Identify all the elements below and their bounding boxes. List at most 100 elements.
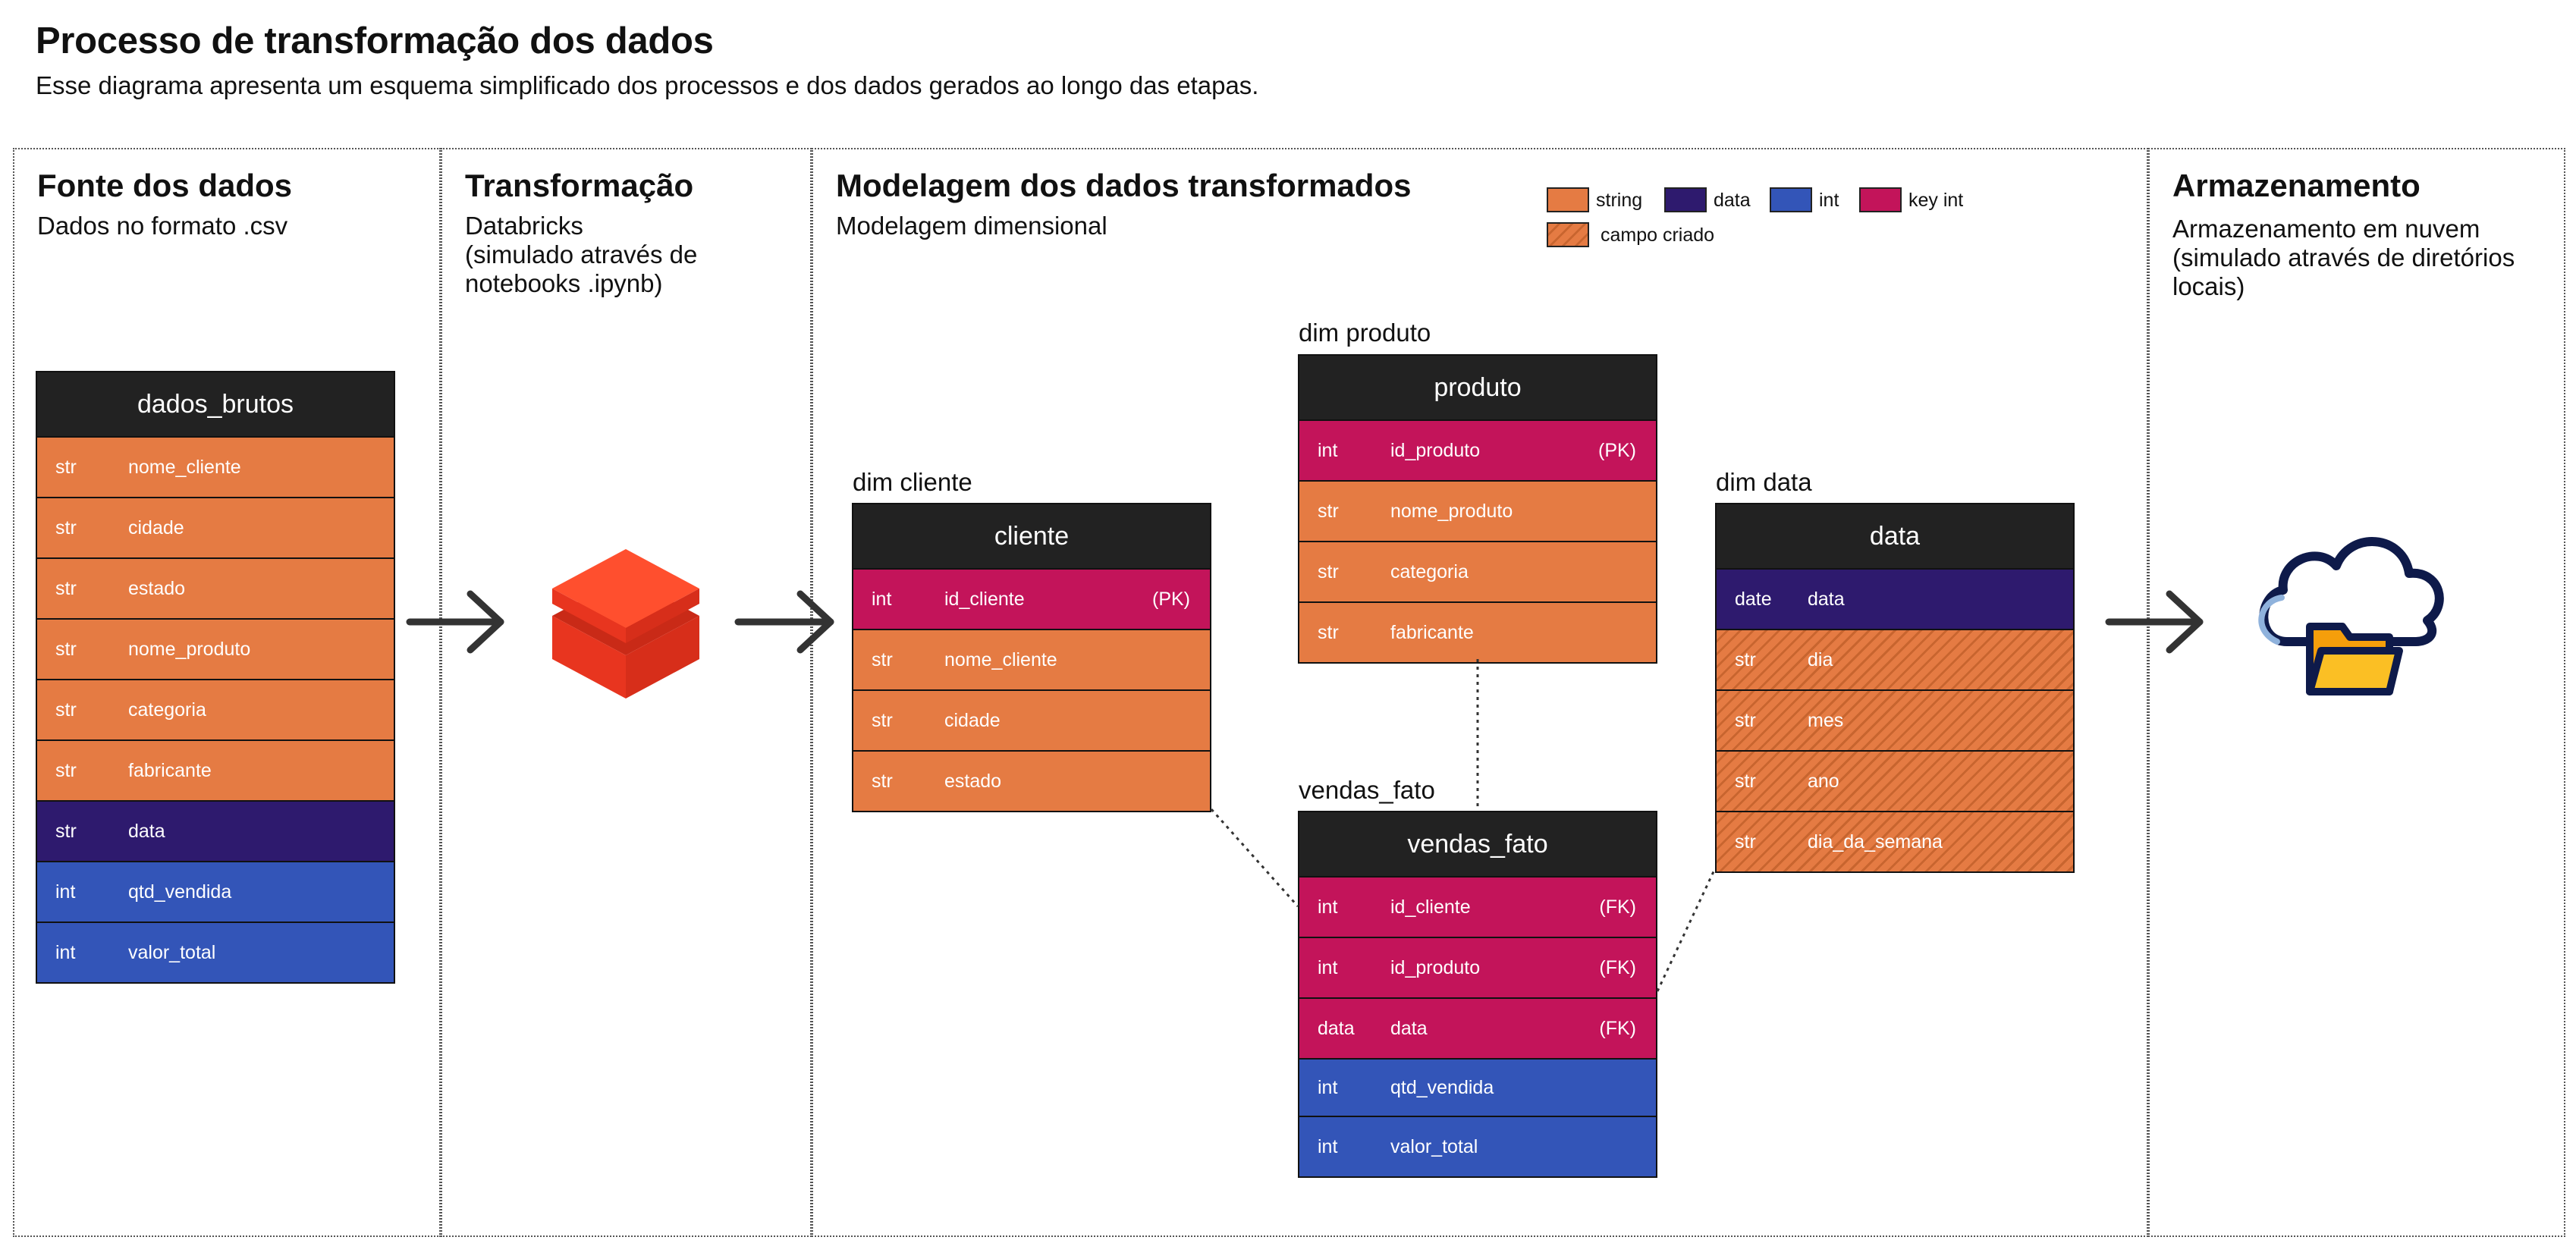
field-type: str bbox=[55, 456, 77, 478]
field-key: (PK) bbox=[1598, 439, 1636, 461]
table-row: str cidade bbox=[37, 497, 394, 557]
table-row: int qtd_vendida bbox=[1299, 1058, 1656, 1116]
page-title: Processo de transformação dos dados bbox=[36, 20, 714, 61]
field-type: str bbox=[1735, 648, 1756, 670]
field-name: id_produto bbox=[1390, 439, 1481, 461]
dim-label-produto: dim produto bbox=[1299, 319, 1431, 347]
table-row: str ano bbox=[1717, 750, 2073, 811]
field-name: cidade bbox=[128, 516, 184, 538]
field-type: int bbox=[1318, 1135, 1338, 1157]
page-subtitle: Esse diagrama apresenta um esquema simpl… bbox=[36, 71, 1259, 99]
field-type: str bbox=[1735, 709, 1756, 731]
field-type: str bbox=[1318, 500, 1339, 522]
field-name: dia bbox=[1808, 648, 1833, 670]
table-row: str mes bbox=[1717, 689, 2073, 750]
table-row: int id_cliente (PK) bbox=[853, 568, 1210, 629]
field-type: int bbox=[1318, 439, 1338, 461]
field-name: qtd_vendida bbox=[1390, 1076, 1494, 1098]
table-header: dados_brutos bbox=[37, 372, 394, 436]
field-name: ano bbox=[1808, 770, 1839, 792]
table-row: str estado bbox=[37, 557, 394, 618]
table-dados-brutos: dados_brutos str nome_cliente str cidade s… bbox=[36, 371, 395, 984]
legend-label-campo-criado: campo criado bbox=[1601, 224, 1715, 246]
field-type: str bbox=[1318, 621, 1339, 643]
field-type: int bbox=[1318, 1076, 1338, 1098]
section-description: Modelagem dimensional bbox=[836, 212, 1107, 240]
table-row: date data bbox=[1717, 568, 2073, 629]
field-type: int bbox=[1318, 956, 1338, 978]
table-row: str nome_produto bbox=[37, 618, 394, 679]
section-fonte-dos-dados: Fonte dos dados Dados no formato .csv bbox=[13, 148, 441, 1237]
field-name: id_cliente bbox=[944, 588, 1025, 610]
section-armazenamento: Armazenamento Armazenamento em nuvem (si… bbox=[2148, 148, 2565, 1237]
field-name: id_produto bbox=[1390, 956, 1481, 978]
legend-swatch-data bbox=[1664, 187, 1707, 212]
field-type: str bbox=[55, 759, 77, 781]
field-key: (FK) bbox=[1599, 1017, 1636, 1039]
table-row: str estado bbox=[853, 750, 1210, 811]
table-row: str nome_produto bbox=[1299, 480, 1656, 541]
section-title: Armazenamento bbox=[2172, 168, 2420, 203]
table-row: int id_cliente (FK) bbox=[1299, 876, 1656, 937]
field-name: qtd_vendida bbox=[128, 881, 232, 903]
table-row: int valor_total bbox=[1299, 1116, 1656, 1176]
legend-label-data: data bbox=[1714, 190, 1751, 211]
field-type: str bbox=[55, 516, 77, 538]
field-key: (PK) bbox=[1152, 588, 1190, 610]
legend-label-key-int: key int bbox=[1908, 190, 1964, 211]
section-description: Databricks (simulado através de notebook… bbox=[465, 212, 698, 297]
table-row: str fabricante bbox=[37, 739, 394, 800]
field-type: str bbox=[55, 699, 77, 721]
table-row: str data bbox=[37, 800, 394, 861]
field-name: data bbox=[128, 820, 165, 842]
field-type: str bbox=[55, 577, 77, 599]
table-row: int id_produto (PK) bbox=[1299, 419, 1656, 480]
table-row: str fabricante bbox=[1299, 601, 1656, 662]
field-name: fabricante bbox=[1390, 621, 1474, 643]
legend-swatch-campo-criado bbox=[1547, 222, 1589, 247]
field-type: str bbox=[872, 648, 893, 670]
table-row: str dia_da_semana bbox=[1717, 811, 2073, 871]
field-type: str bbox=[1735, 830, 1756, 852]
field-name: mes bbox=[1808, 709, 1844, 731]
field-name: categoria bbox=[128, 699, 206, 721]
legend-label-string: string bbox=[1596, 190, 1643, 211]
field-type: str bbox=[1735, 770, 1756, 792]
field-name: nome_cliente bbox=[944, 648, 1057, 670]
field-name: fabricante bbox=[128, 759, 212, 781]
table-header: data bbox=[1717, 504, 2073, 568]
section-title: Fonte dos dados bbox=[37, 168, 292, 203]
field-key: (FK) bbox=[1599, 956, 1636, 978]
field-name: categoria bbox=[1390, 560, 1469, 582]
table-row: str categoria bbox=[1299, 541, 1656, 601]
field-name: dia_da_semana bbox=[1808, 830, 1943, 852]
table-cliente: cliente int id_cliente (PK) str nome_client… bbox=[852, 503, 1211, 812]
field-type: int bbox=[872, 588, 892, 610]
field-name: estado bbox=[944, 770, 1002, 792]
section-description: Dados no formato .csv bbox=[37, 212, 288, 240]
field-type: str bbox=[872, 709, 893, 731]
table-row: int id_produto (FK) bbox=[1299, 937, 1656, 997]
field-name: cidade bbox=[944, 709, 1001, 731]
table-row: str nome_cliente bbox=[853, 629, 1210, 689]
table-row: str cidade bbox=[853, 689, 1210, 750]
field-name: data bbox=[1390, 1017, 1428, 1039]
field-name: valor_total bbox=[128, 941, 216, 963]
dim-label-cliente: dim cliente bbox=[853, 468, 972, 496]
table-row: int qtd_vendida bbox=[37, 861, 394, 921]
field-type: int bbox=[55, 881, 76, 903]
table-row: data data (FK) bbox=[1299, 997, 1656, 1058]
field-type: date bbox=[1735, 588, 1772, 610]
table-header: cliente bbox=[853, 504, 1210, 568]
section-title: Modelagem dos dados transformados bbox=[836, 168, 1412, 203]
dim-label-vendas-fato: vendas_fato bbox=[1299, 776, 1435, 804]
field-name: estado bbox=[128, 577, 186, 599]
table-header: vendas_fato bbox=[1299, 812, 1656, 876]
table-header: produto bbox=[1299, 356, 1656, 419]
table-vendas-fato: vendas_fato int id_cliente (FK) int id_prod… bbox=[1298, 811, 1657, 1178]
table-row: str categoria bbox=[37, 679, 394, 739]
field-type: str bbox=[55, 638, 77, 660]
field-type: int bbox=[1318, 896, 1338, 918]
section-modelagem: Modelagem dos dados transformados Modela… bbox=[812, 148, 2148, 1237]
section-title: Transformação bbox=[465, 168, 694, 203]
